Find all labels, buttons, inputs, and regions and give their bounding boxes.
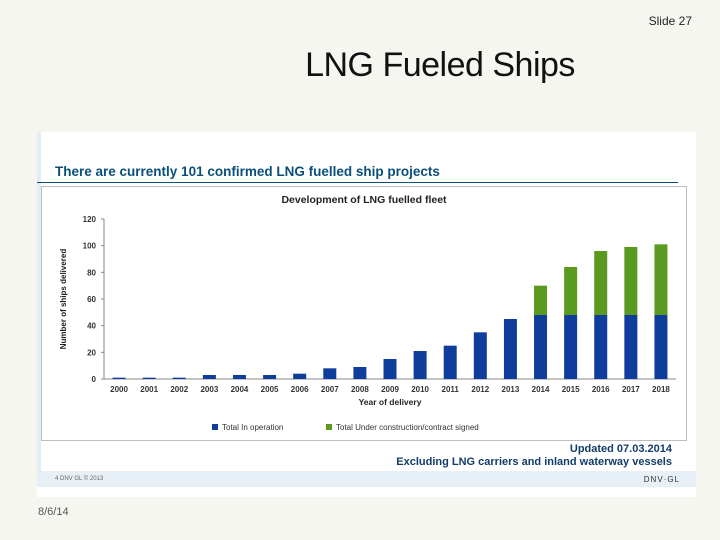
update-note: Updated 07.03.2014 Excluding LNG carrier… (396, 443, 672, 469)
x-tick-label: 2012 (471, 385, 489, 394)
x-tick-label: 2003 (200, 385, 218, 394)
x-tick-label: 2005 (261, 385, 279, 394)
legend-swatch (326, 424, 332, 430)
bar-in-operation-2017 (624, 315, 638, 379)
bars (112, 244, 668, 379)
y-tick-label: 20 (87, 348, 96, 357)
x-tick-label: 2014 (532, 385, 550, 394)
x-tick-label: 2016 (592, 385, 610, 394)
legend-label: Total In operation (222, 423, 283, 432)
bar-in-operation-2018 (654, 315, 668, 379)
fleet-chart: Development of LNG fuelled fleet Number … (59, 194, 676, 432)
slide-title: LNG Fueled Ships (305, 46, 575, 84)
footer-logo: DNV·GL (643, 475, 680, 484)
x-tick-label: 2013 (502, 385, 520, 394)
bar-in-operation-2015 (564, 315, 578, 379)
bar-in-operation-2010 (413, 351, 427, 379)
bar-in-operation-2004 (232, 375, 246, 379)
y-tick-label: 100 (83, 242, 97, 251)
axes: 0 20 40 60 80 100 120 2000 2001 2002 2003 2004 2005 2… (83, 215, 676, 394)
update-line: Updated 07.03.2014 (569, 443, 672, 455)
x-tick-label: 2000 (110, 385, 128, 394)
bar-in-operation-2001 (142, 377, 156, 379)
heading-rule (37, 182, 678, 183)
x-tick-label: 2018 (652, 385, 670, 394)
x-tick-label: 2008 (351, 385, 369, 394)
bar-in-operation-2014 (534, 315, 548, 379)
footer-band (37, 471, 696, 487)
x-tick-label: 2017 (622, 385, 640, 394)
bar-in-operation-2013 (503, 319, 517, 379)
bar-in-operation-2012 (473, 332, 487, 379)
bar-in-operation-2006 (293, 373, 307, 379)
exclusion-line: Excluding LNG carriers and inland waterw… (396, 456, 672, 468)
x-tick-label: 2001 (140, 385, 158, 394)
chart-image: There are currently 101 confirmed LNG fu… (37, 132, 696, 497)
legend-swatch (212, 424, 218, 430)
bar-under-construction-2017 (624, 247, 638, 315)
bar-under-construction-2018 (654, 244, 668, 315)
x-tick-label: 2015 (562, 385, 580, 394)
x-tick-label: 2006 (291, 385, 309, 394)
chart-title: Development of LNG fuelled fleet (281, 194, 447, 206)
slide-date: 8/6/14 (38, 506, 69, 518)
left-band (37, 132, 41, 479)
x-tick-label: 2009 (381, 385, 399, 394)
y-tick-label: 0 (92, 375, 97, 384)
x-tick-label: 2004 (231, 385, 249, 394)
slide-number: Slide 27 (648, 14, 692, 28)
bar-under-construction-2014 (534, 285, 548, 315)
x-tick-label: 2010 (411, 385, 429, 394)
y-tick-label: 120 (83, 215, 97, 224)
bar-in-operation-2009 (383, 359, 397, 379)
chart-box: Development of LNG fuelled fleet Number … (41, 186, 687, 441)
bar-under-construction-2016 (594, 251, 608, 315)
x-tick-label: 2011 (442, 385, 460, 394)
footer-copyright: 4 DNV GL © 2013 (55, 476, 104, 482)
y-tick-label: 60 (87, 295, 96, 304)
bar-in-operation-2008 (353, 367, 367, 379)
bar-in-operation-2016 (594, 315, 608, 379)
x-axis-label: Year of delivery (359, 397, 422, 407)
legend-label: Total Under construction/contract signed (336, 423, 479, 432)
bar-in-operation-2007 (323, 368, 337, 379)
bar-in-operation-2002 (172, 377, 186, 379)
bar-in-operation-2005 (263, 375, 277, 379)
y-tick-label: 40 (87, 322, 96, 331)
y-axis-label: Number of ships delivered (59, 249, 68, 350)
x-tick-label: 2002 (170, 385, 188, 394)
image-heading: There are currently 101 confirmed LNG fu… (55, 164, 440, 179)
bar-under-construction-2015 (564, 267, 578, 315)
legend: Total In operation Total Under constructi… (212, 423, 479, 432)
bar-in-operation-2011 (443, 345, 457, 379)
bar-in-operation-2003 (202, 375, 216, 379)
x-tick-label: 2007 (321, 385, 339, 394)
bar-in-operation-2000 (112, 377, 126, 379)
y-tick-label: 80 (87, 268, 96, 277)
